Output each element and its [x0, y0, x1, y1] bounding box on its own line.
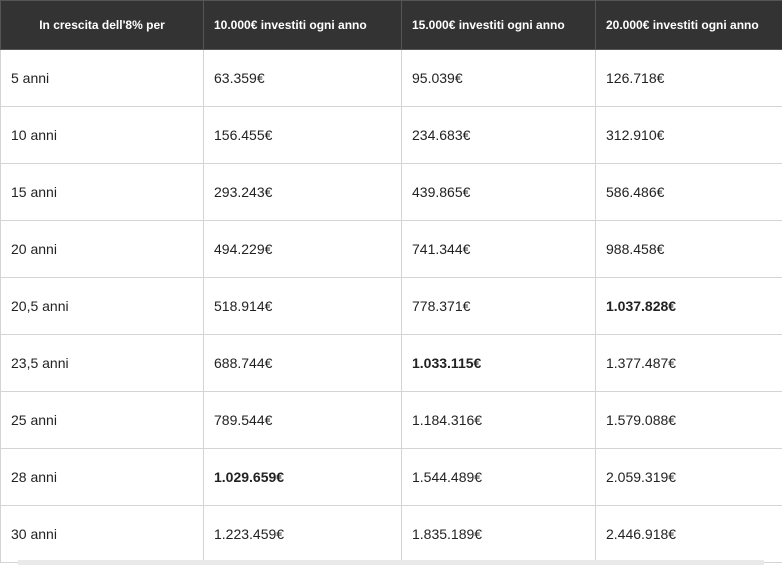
- cell-period: 15 anni: [0, 163, 204, 221]
- table-row: 30 anni 1.223.459€ 1.835.189€ 2.446.918€: [0, 505, 782, 563]
- table-row: 20,5 anni 518.914€ 778.371€ 1.037.828€: [0, 277, 782, 335]
- table-row: 5 anni 63.359€ 95.039€ 126.718€: [0, 49, 782, 107]
- table-row: 15 anni 293.243€ 439.865€ 586.486€: [0, 163, 782, 221]
- cell-period: 23,5 anni: [0, 334, 204, 392]
- cell-value: 778.371€: [401, 277, 596, 335]
- cell-value: 1.223.459€: [203, 505, 402, 563]
- cell-period: 28 anni: [0, 448, 204, 506]
- header-20000: 20.000€ investiti ogni anno: [595, 0, 782, 50]
- cell-value: 688.744€: [203, 334, 402, 392]
- cell-period: 20 anni: [0, 220, 204, 278]
- cell-value: 126.718€: [595, 49, 782, 107]
- cell-period: 20,5 anni: [0, 277, 204, 335]
- table-row: 28 anni 1.029.659€ 1.544.489€ 2.059.319€: [0, 448, 782, 506]
- cell-period: 5 anni: [0, 49, 204, 107]
- cell-value: 1.377.487€: [595, 334, 782, 392]
- cell-value: 234.683€: [401, 106, 596, 164]
- table-row: 10 anni 156.455€ 234.683€ 312.910€: [0, 106, 782, 164]
- cell-value: 1.544.489€: [401, 448, 596, 506]
- header-10000: 10.000€ investiti ogni anno: [203, 0, 402, 50]
- cell-period: 25 anni: [0, 391, 204, 449]
- table-row: 23,5 anni 688.744€ 1.033.115€ 1.377.487€: [0, 334, 782, 392]
- cell-value: 439.865€: [401, 163, 596, 221]
- cell-value: 1.835.189€: [401, 505, 596, 563]
- cell-period: 30 anni: [0, 505, 204, 563]
- cell-value: 988.458€: [595, 220, 782, 278]
- cell-value: 312.910€: [595, 106, 782, 164]
- cell-value: 2.446.918€: [595, 505, 782, 563]
- cell-value: 789.544€: [203, 391, 402, 449]
- cell-value: 518.914€: [203, 277, 402, 335]
- cell-value: 741.344€: [401, 220, 596, 278]
- cell-value: 156.455€: [203, 106, 402, 164]
- header-period: In crescita dell'8% per: [0, 0, 204, 50]
- cell-value-highlight: 1.037.828€: [595, 277, 782, 335]
- cell-value-highlight: 1.029.659€: [203, 448, 402, 506]
- cell-value: 293.243€: [203, 163, 402, 221]
- cell-value: 1.184.316€: [401, 391, 596, 449]
- cell-value-highlight: 1.033.115€: [401, 334, 596, 392]
- cell-value: 494.229€: [203, 220, 402, 278]
- cell-value: 2.059.319€: [595, 448, 782, 506]
- cell-value: 586.486€: [595, 163, 782, 221]
- table-row: 25 anni 789.544€ 1.184.316€ 1.579.088€: [0, 391, 782, 449]
- horizontal-scrollbar[interactable]: [18, 560, 764, 565]
- cell-value: 1.579.088€: [595, 391, 782, 449]
- table-row: 20 anni 494.229€ 741.344€ 988.458€: [0, 220, 782, 278]
- cell-value: 63.359€: [203, 49, 402, 107]
- cell-value: 95.039€: [401, 49, 596, 107]
- cell-period: 10 anni: [0, 106, 204, 164]
- table-header-row: In crescita dell'8% per 10.000€ investit…: [0, 0, 782, 50]
- header-15000: 15.000€ investiti ogni anno: [401, 0, 596, 50]
